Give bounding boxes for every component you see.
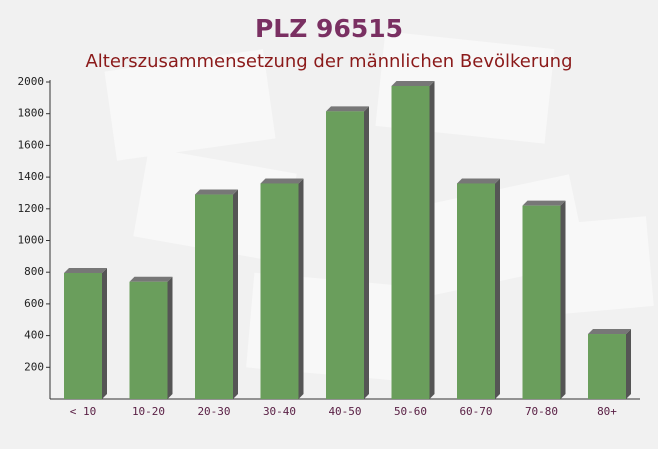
y-tick-label: 400 [24,329,44,342]
x-tick-label: 40-50 [328,405,361,418]
x-tick-label: 50-60 [394,405,427,418]
x-tick-label: 30-40 [263,405,296,418]
bar-side [560,200,566,399]
bar-side [364,106,369,399]
x-tick-label: 80+ [597,405,617,418]
chart-title: PLZ 96515 [255,14,403,43]
bar [260,183,299,399]
bar-top [588,329,631,335]
bar-top [326,106,369,112]
y-tick-label: 600 [24,297,44,310]
y-tick-label: 1000 [18,234,45,247]
x-tick-label: 10-20 [132,405,165,418]
bar [129,281,168,399]
bar-side [233,189,238,399]
bar [522,205,561,399]
y-tick-label: 800 [24,265,44,278]
bar-top [522,200,566,206]
bar-side [298,178,304,399]
bar-side [167,276,173,399]
bar [588,334,626,399]
bar [64,272,102,399]
bar-top [457,178,500,184]
bar [457,183,495,399]
bar-side [429,80,435,400]
y-tick-label: 1400 [18,170,45,183]
y-tick-label: 200 [24,360,44,373]
x-tick-label: < 10 [70,405,97,418]
chart-subtitle: Alterszusammensetzung der männlichen Bev… [85,51,572,72]
y-tick-label: 1800 [18,107,45,120]
bar-top [195,189,238,195]
bar-top [129,276,173,282]
bar [391,85,430,400]
y-tick-label: 2000 [18,75,45,88]
bar [195,194,233,399]
y-tick-label: 1600 [18,138,45,151]
bar-top [260,178,304,184]
x-tick-label: 20-30 [197,405,230,418]
bar-top [391,80,435,86]
bar-side [495,178,500,399]
y-tick-label: 1200 [18,202,45,215]
bar-side [626,329,631,399]
bar [326,111,364,399]
x-tick-label: 60-70 [459,405,492,418]
bar-side [102,267,107,399]
bar-top [64,267,107,273]
x-tick-label: 70-80 [525,405,558,418]
